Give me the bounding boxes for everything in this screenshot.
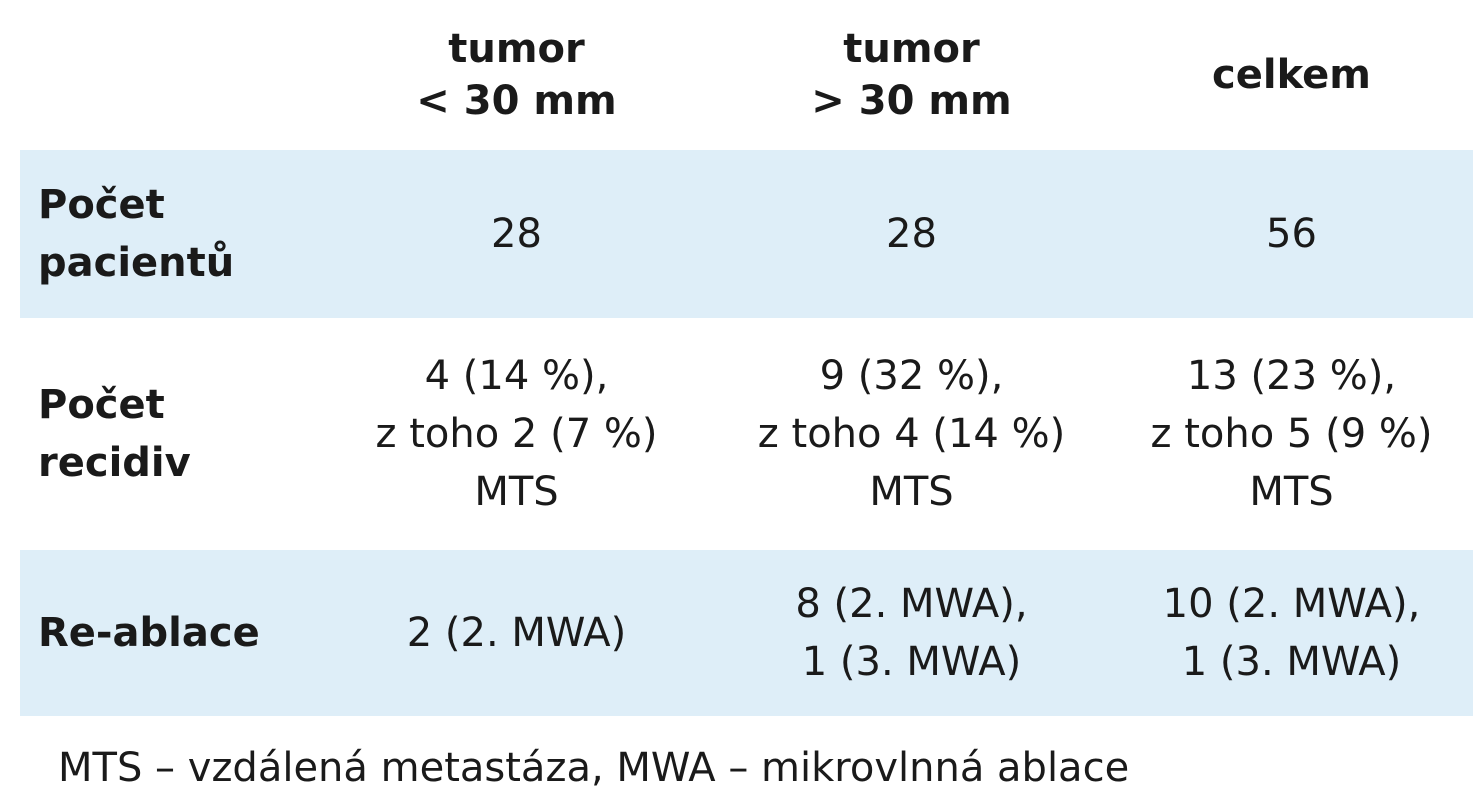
cell-line: 8 (2. MWA), [795, 581, 1028, 627]
row-label-line: recidiv [38, 440, 191, 486]
header-tumor-small: tumor < 30 mm [320, 0, 713, 150]
cell-line: z toho 2 (7 %) [375, 411, 658, 457]
row-label-line: Počet [38, 382, 165, 428]
cell-large: 8 (2. MWA), 1 (3. MWA) [713, 550, 1110, 716]
cell-line: MTS [869, 469, 954, 515]
row-label: Počet recidiv [20, 318, 320, 550]
cell-line: MTS [474, 469, 559, 515]
table-row-recurrences: Počet recidiv 4 (14 %), z toho 2 (7 %) M… [20, 318, 1473, 550]
header-tumor-large: tumor > 30 mm [713, 0, 1110, 150]
table-footnote: MTS – vzdálená metastáza, MWA – mikrovln… [58, 745, 1130, 791]
header-total: celkem [1110, 0, 1473, 150]
header-line: celkem [1212, 52, 1371, 98]
cell-total: 10 (2. MWA), 1 (3. MWA) [1110, 550, 1473, 716]
table-body: Počet pacientů 28 28 56 Počet recidiv [20, 150, 1473, 716]
cell-line: MTS [1249, 469, 1334, 515]
cell-line: z toho 5 (9 %) [1150, 411, 1433, 457]
cell-small: 2 (2. MWA) [320, 550, 713, 716]
cell-line: 1 (3. MWA) [1181, 639, 1402, 685]
cell-line: 13 (23 %), [1186, 353, 1397, 399]
cell-total: 56 [1110, 150, 1473, 318]
row-label-line: Počet [38, 182, 165, 228]
table-row-patients: Počet pacientů 28 28 56 [20, 150, 1473, 318]
row-label: Re-ablace [20, 550, 320, 716]
cell-line: 1 (3. MWA) [801, 639, 1022, 685]
cell-line: 28 [886, 211, 937, 257]
cell-large: 28 [713, 150, 1110, 318]
table-header: tumor < 30 mm tumor > 30 mm celkem [20, 0, 1473, 150]
header-line: < 30 mm [416, 78, 617, 124]
header-empty-cell [20, 0, 320, 150]
header-line: tumor [843, 26, 980, 72]
cell-total: 13 (23 %), z toho 5 (9 %) MTS [1110, 318, 1473, 550]
table-row-reablation: Re-ablace 2 (2. MWA) 8 (2. MWA), 1 (3. M… [20, 550, 1473, 716]
cell-line: 2 (2. MWA) [406, 610, 627, 656]
cell-line: z toho 4 (14 %) [757, 411, 1066, 457]
row-label: Počet pacientů [20, 150, 320, 318]
row-label-line: Re-ablace [38, 610, 260, 656]
header-row: tumor < 30 mm tumor > 30 mm celkem [20, 0, 1473, 150]
results-table: tumor < 30 mm tumor > 30 mm celkem Počet… [20, 0, 1473, 716]
cell-line: 9 (32 %), [819, 353, 1004, 399]
row-label-line: pacientů [38, 240, 235, 286]
cell-line: 28 [491, 211, 542, 257]
cell-small: 28 [320, 150, 713, 318]
cell-line: 4 (14 %), [424, 353, 609, 399]
cell-small: 4 (14 %), z toho 2 (7 %) MTS [320, 318, 713, 550]
header-line: > 30 mm [811, 78, 1012, 124]
cell-line: 56 [1266, 211, 1317, 257]
header-line: tumor [448, 26, 585, 72]
cell-large: 9 (32 %), z toho 4 (14 %) MTS [713, 318, 1110, 550]
cell-line: 10 (2. MWA), [1162, 581, 1421, 627]
